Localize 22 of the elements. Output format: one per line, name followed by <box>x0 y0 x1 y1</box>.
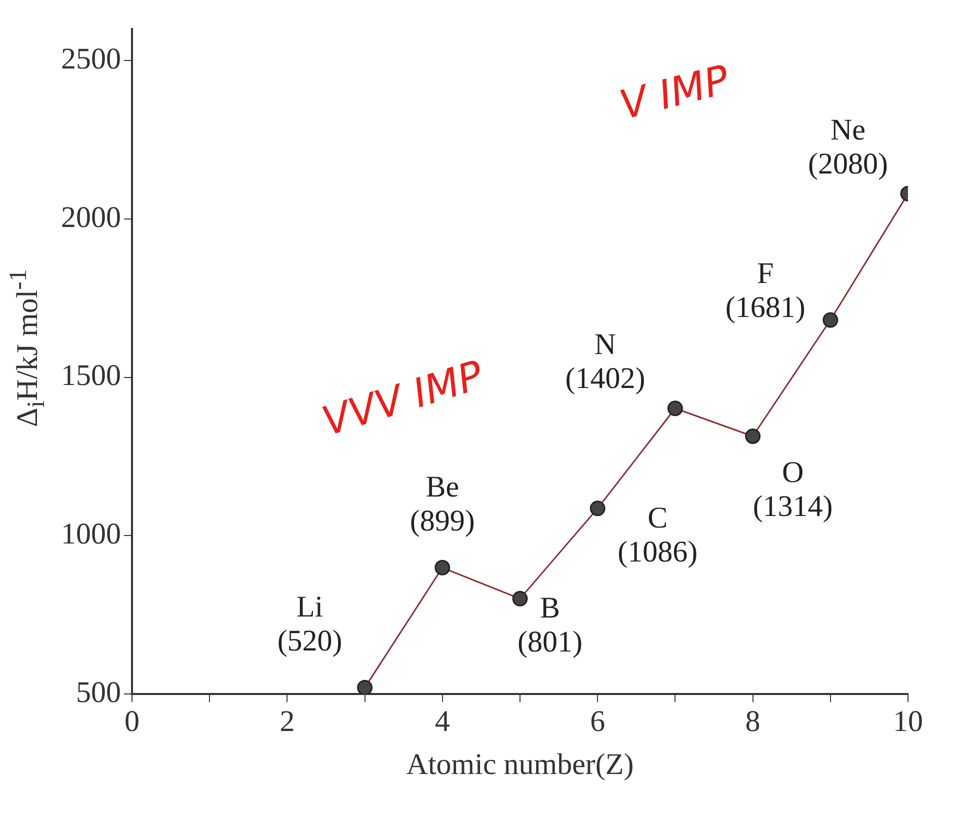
x-tick-label: 10 <box>893 704 923 738</box>
annotation: V IMP <box>615 56 735 129</box>
y-tick-label: 1000 <box>61 518 121 551</box>
annotation: B (801) <box>518 592 582 659</box>
annotation: F (1681) <box>725 256 806 324</box>
x-axis-title: Atomic number(Z) <box>406 748 634 781</box>
annotation: Ne (2080) <box>808 114 888 181</box>
y-tick-label: 2000 <box>61 200 121 234</box>
y-tick-label: 2500 <box>61 42 121 76</box>
annotation: Be (899) <box>410 470 475 538</box>
x-tick-label: 0 <box>124 704 140 738</box>
annotation: C (1086) <box>618 501 698 568</box>
x-tick-label: 2 <box>280 704 295 738</box>
y-tick-label: 500 <box>76 676 121 709</box>
x-tick-label: 8 <box>745 704 760 738</box>
annotation: N (1402) <box>565 328 646 396</box>
x-tick-label: 4 <box>434 704 450 738</box>
annotation: Li (520) <box>277 590 342 658</box>
x-tick-label: 6 <box>590 704 606 738</box>
annotation: O (1314) <box>752 456 833 524</box>
y-tick-label: 1500 <box>61 359 121 392</box>
annotation: VVV IMP <box>317 352 490 446</box>
